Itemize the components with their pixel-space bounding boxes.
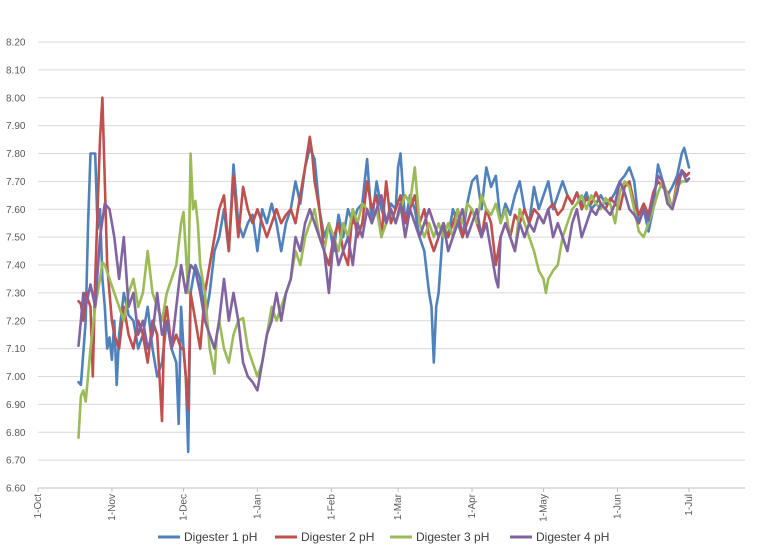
y-tick-label: 7.80 [6, 149, 26, 160]
legend-label-digester-3: Digester 3 pH [416, 530, 489, 544]
y-tick-label: 7.40 [6, 261, 26, 272]
y-tick-label: 6.90 [6, 400, 26, 411]
y-tick-label: 6.60 [6, 484, 26, 495]
x-tick-label: 1-May [539, 494, 550, 522]
y-tick-label: 8.00 [6, 93, 26, 104]
x-tick-label: 1-Oct [33, 494, 44, 519]
x-tick-label: 1-Feb [326, 494, 337, 521]
y-tick-label: 6.70 [6, 456, 26, 467]
series-lines [77, 96, 691, 454]
x-tick-label: 1-Apr [467, 493, 478, 518]
y-tick-label: 7.00 [6, 372, 26, 383]
y-tick-label: 7.10 [6, 344, 26, 355]
y-tick-label: 7.70 [6, 177, 26, 188]
x-tick-label: 1-Mar [393, 493, 404, 520]
x-tick-label: 1-Jun [612, 494, 623, 519]
series-line-digester-4 [77, 168, 691, 392]
x-tick-label: 1-Jul [684, 494, 695, 516]
x-tick-label: 1-Jan [252, 494, 263, 519]
x-tick-label: 1-Nov [107, 494, 118, 521]
y-tick-label: 7.30 [6, 288, 26, 299]
legend-label-digester-4: Digester 4 pH [536, 530, 609, 544]
series-line-digester-2 [77, 96, 691, 423]
y-tick-label: 7.20 [6, 316, 26, 327]
y-tick-label: 7.60 [6, 205, 26, 216]
x-tick-label: 1-Dec [178, 494, 189, 521]
y-tick-label: 7.50 [6, 233, 26, 244]
legend: Digester 1 pH Digester 2 pH Digester 3 pH D… [158, 530, 609, 544]
legend-label-digester-2: Digester 2 pH [301, 530, 374, 544]
legend-label-digester-1: Digester 1 pH [184, 530, 257, 544]
y-tick-label: 6.80 [6, 428, 26, 439]
gridlines [38, 41, 745, 461]
y-axis-tick-labels: 6.60 6.70 6.80 6.90 7.00 7.10 7.20 7.30 7.40 7.50… [6, 38, 26, 495]
y-tick-label: 8.20 [6, 38, 26, 49]
x-axis-tick-labels: 1-Oct 1-Nov 1-Dec 1-Jan 1-Feb 1-Mar 1-Apr 1-May… [33, 488, 695, 522]
y-tick-label: 7.90 [6, 121, 26, 132]
y-tick-label: 8.10 [6, 65, 26, 76]
